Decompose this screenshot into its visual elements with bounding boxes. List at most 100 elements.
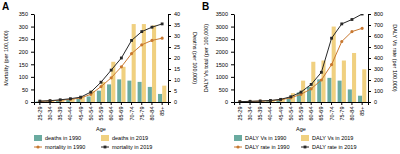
tick-mark	[168, 69, 171, 70]
tick: 10	[168, 77, 180, 83]
marker	[69, 97, 72, 100]
marker	[140, 43, 143, 46]
panel: 25-2930-3435-3940-4445-4950-5455-5960-64…	[2, 1, 198, 150]
legend-label: mortality in 1990	[45, 144, 85, 150]
tick-label: 0	[374, 99, 377, 105]
tick-mark	[31, 14, 34, 15]
tick: 30-34	[47, 102, 53, 121]
tick-mark	[168, 58, 171, 59]
tick-mark	[368, 36, 371, 37]
bar	[97, 91, 101, 102]
bar	[158, 94, 162, 102]
legend-label: DALY rate in 2019	[312, 144, 356, 150]
tick-mark	[368, 47, 371, 48]
legend-swatch	[101, 147, 109, 148]
legend-marker	[304, 146, 307, 149]
tick-label: 85+	[159, 107, 165, 116]
marker	[269, 99, 272, 102]
tick-label: 1500	[216, 62, 228, 68]
tick-label: 30-34	[247, 107, 253, 121]
tick-label: 500	[219, 87, 228, 93]
marker	[120, 65, 123, 68]
tick: 80-84	[149, 102, 155, 121]
marker	[269, 99, 272, 102]
marker	[279, 98, 282, 101]
tick-label: 25-29	[37, 107, 43, 121]
axis-line	[34, 15, 35, 103]
bar	[142, 24, 146, 102]
marker	[38, 100, 41, 102]
legend-item: DALY rate in 1990	[234, 144, 289, 150]
bar-series	[40, 24, 166, 102]
tick-label: 25	[174, 44, 180, 50]
tick-mark	[31, 27, 34, 28]
tick-label: 80-84	[349, 107, 355, 121]
legend-item: mortality in 1990	[34, 144, 85, 150]
tick-label: 300	[19, 24, 28, 30]
marker	[48, 99, 51, 102]
tick-label: 200	[374, 77, 383, 83]
tick: 75-79	[139, 102, 145, 121]
tick: 1500	[216, 62, 234, 68]
legend-marker	[104, 146, 107, 149]
tick: 35-39	[57, 102, 63, 121]
tick-label: 85+	[359, 107, 365, 116]
tick: 0	[368, 99, 377, 105]
tick: 40-44	[67, 102, 73, 121]
tick-mark	[60, 102, 61, 105]
tick-label: 40-44	[67, 107, 73, 121]
bar	[121, 67, 125, 102]
line	[40, 24, 162, 101]
legend-item: DALY rate in 2019	[301, 144, 356, 150]
bar	[148, 87, 152, 102]
bar	[107, 84, 111, 102]
marker	[248, 100, 251, 102]
tick: 45-49	[78, 102, 84, 121]
legend-label: DALY Vs in 2019	[312, 135, 353, 141]
tick-mark	[168, 14, 171, 15]
title: B	[202, 1, 209, 12]
tick-mark	[111, 102, 112, 105]
tick: 200	[368, 77, 383, 83]
legend: deaths in 1990 deaths in 2019 mortality in…	[34, 135, 152, 150]
tick-label: 400	[374, 55, 383, 61]
line-series	[238, 27, 363, 102]
marker	[350, 30, 353, 33]
tick: 25	[168, 44, 180, 50]
bar	[117, 79, 121, 102]
tick: 150	[19, 62, 34, 68]
tick-mark	[31, 52, 34, 53]
tick: 100	[19, 74, 34, 80]
marks	[36, 22, 167, 102]
tick-mark	[31, 64, 34, 65]
tick-mark	[231, 52, 234, 53]
legend-label: deaths in 2019	[112, 135, 148, 141]
marker	[259, 100, 262, 102]
tick: 800	[368, 11, 383, 17]
legend-label: DALY Vs in 1990	[245, 135, 286, 141]
marker	[330, 63, 333, 66]
marker	[279, 98, 282, 101]
tick: 85+	[359, 102, 365, 116]
tick-mark	[250, 102, 251, 105]
tick-mark	[231, 27, 234, 28]
tick: 85+	[159, 102, 165, 116]
x-axis: 25-2930-3435-3940-4445-4950-5455-5960-64…	[35, 102, 169, 121]
legend-item: DALY Vs in 1990	[234, 135, 286, 141]
bar	[327, 78, 331, 102]
y-axis-title: Mortality (per 100,000)	[3, 30, 9, 85]
tick-mark	[362, 102, 363, 105]
y2-axis-title: Deaths (per 100,000)	[192, 32, 198, 84]
legend-label: deaths in 1990	[45, 135, 81, 141]
tick-mark	[168, 102, 171, 103]
tick: 60-64	[108, 102, 114, 121]
tick-label: 5	[174, 88, 177, 94]
tick-mark	[231, 102, 234, 103]
tick-mark	[231, 89, 234, 90]
marker	[161, 37, 164, 40]
tick: 30	[168, 33, 180, 39]
tick-mark	[280, 102, 281, 105]
tick: 80-84	[349, 102, 355, 121]
tick: 700	[368, 22, 383, 28]
legend-swatch	[301, 147, 309, 148]
